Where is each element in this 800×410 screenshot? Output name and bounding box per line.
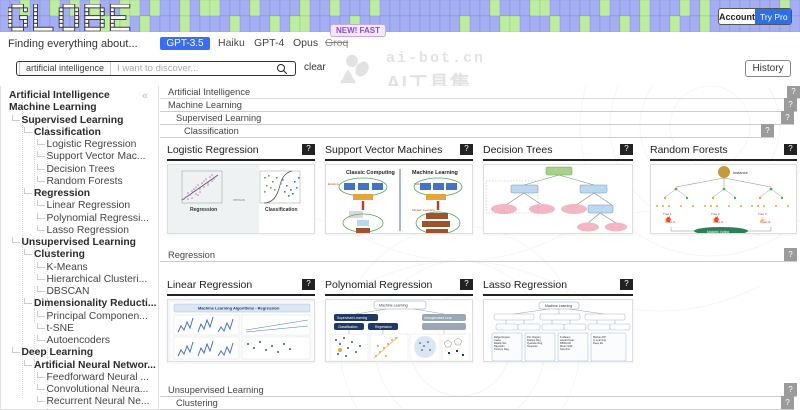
- svg-text:🍎: 🍎: [713, 216, 719, 223]
- svg-text:Tree 3: Tree 3: [758, 212, 767, 216]
- svg-text:Stepwise: Stepwise: [527, 344, 538, 348]
- svg-text:🍎: 🍎: [665, 216, 671, 223]
- svg-text:Majority Voting: Majority Voting: [707, 230, 729, 234]
- svg-text:🍌: 🍌: [759, 216, 765, 223]
- svg-text:Classification: Classification: [265, 207, 298, 213]
- svg-text:Supervised Learning: Supervised Learning: [337, 316, 367, 320]
- svg-text:Machine Learning: Machine Learning: [379, 303, 408, 307]
- svg-text:Existing: Existing: [328, 182, 339, 186]
- svg-text:Deep RL: Deep RL: [593, 341, 604, 345]
- svg-text:Tree 1: Tree 1: [663, 212, 672, 216]
- svg-text:Machine Learning: Machine Learning: [545, 304, 572, 308]
- svg-text:Regression: Regression: [190, 207, 217, 213]
- svg-text:Modern Learning: Modern Learning: [412, 208, 435, 212]
- svg-text:Unsupervised Lear.: Unsupervised Lear.: [424, 316, 453, 320]
- svg-text:Regression: Regression: [375, 325, 392, 329]
- svg-text:Poisson Reg.: Poisson Reg.: [494, 347, 510, 351]
- svg-text:Classic Computing: Classic Computing: [346, 170, 395, 176]
- svg-text:versus: versus: [233, 197, 245, 202]
- svg-text:Spectral: Spectral: [560, 347, 570, 351]
- svg-text:Tree 2: Tree 2: [711, 212, 720, 216]
- svg-text:Machine Learning: Machine Learning: [412, 170, 458, 176]
- svg-text:Classification: Classification: [338, 325, 358, 329]
- svg-text:Machine Learning Algorithms -: Machine Learning Algorithms - Regression: [198, 306, 280, 311]
- svg-text:instance: instance: [733, 170, 749, 175]
